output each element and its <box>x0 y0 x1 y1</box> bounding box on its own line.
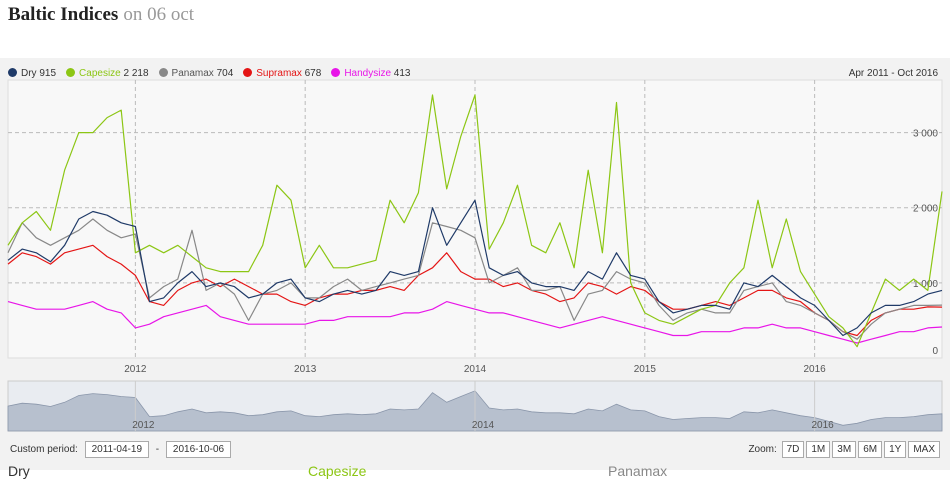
legend-item-handysize[interactable]: Handysize 413 <box>331 68 410 79</box>
navigator-label: 2014 <box>472 420 495 431</box>
zoom-button-3m[interactable]: 3M <box>832 441 857 458</box>
zoom-button-7d[interactable]: 7D <box>781 441 805 458</box>
navigator-label: 2012 <box>132 420 155 431</box>
date-separator: - <box>155 444 160 455</box>
x-tick-label: 2016 <box>804 364 827 375</box>
legend-dot-icon <box>66 68 76 77</box>
series-line-capesize <box>7 94 943 348</box>
legend-name: Handysize <box>344 68 392 79</box>
chart-legend: Dry 915 Capesize 2 218 Panamax 704 Supramax… <box>8 68 420 79</box>
title-subtitle: on 06 oct <box>123 4 195 25</box>
legend-name: Supramax <box>256 68 302 79</box>
plot-area <box>7 79 943 359</box>
legend-item-supramax[interactable]: Supramax 678 <box>243 68 321 79</box>
date-from-input[interactable]: 2011-04-19 <box>84 441 150 458</box>
legend-name: Panamax <box>171 68 214 79</box>
legend-name: Capesize <box>79 68 121 79</box>
legend-dot-icon <box>158 68 168 77</box>
zoom-controls: Zoom: 7D 1M 3M 6M 1Y MAX <box>748 441 940 458</box>
legend-name: Dry <box>21 68 37 79</box>
x-tick-label: 2014 <box>464 364 487 375</box>
page-title: Baltic Indices on 06 oct <box>8 4 194 26</box>
series-line-panamax <box>7 218 943 340</box>
bottom-label-panamax: Panamax <box>608 463 668 479</box>
series-line-handysize <box>7 301 943 344</box>
legend-item-capesize[interactable]: Capesize 2 218 <box>66 68 149 79</box>
y-tick-label: 0 <box>932 346 938 357</box>
legend-value: 2 218 <box>120 68 149 79</box>
y-tick-label: 1 000 <box>913 279 938 290</box>
navigator-label: 2016 <box>812 420 835 431</box>
series-line-supramax <box>7 244 943 337</box>
custom-period-controls: Custom period: 2011-04-19 - 2016-10-06 <box>10 441 235 458</box>
zoom-button-6m[interactable]: 6M <box>858 441 883 458</box>
date-range-label: Apr 2011 - Oct 2016 <box>848 68 938 79</box>
x-tick-label: 2013 <box>294 364 317 375</box>
series-line-dry <box>7 199 943 337</box>
legend-value: 704 <box>213 68 234 79</box>
legend-item-dry[interactable]: Dry 915 <box>8 68 56 79</box>
bottom-label-dry: Dry <box>8 463 30 479</box>
bottom-label-capesize: Capesize <box>308 463 367 479</box>
x-tick-label: 2012 <box>124 364 147 375</box>
y-tick-label: 3 000 <box>913 129 938 140</box>
zoom-button-1y[interactable]: 1Y <box>884 441 907 458</box>
legend-item-panamax[interactable]: Panamax 704 <box>158 68 234 79</box>
date-to-input[interactable]: 2016-10-06 <box>165 441 232 458</box>
legend-value: 413 <box>391 68 411 79</box>
custom-period-label: Custom period: <box>10 444 78 455</box>
zoom-button-max[interactable]: MAX <box>908 441 940 458</box>
legend-dot-icon <box>243 68 253 77</box>
legend-value: 915 <box>36 68 57 79</box>
title-main: Baltic Indices <box>8 4 119 25</box>
zoom-button-1m[interactable]: 1M <box>806 441 831 458</box>
x-tick-label: 2015 <box>634 364 657 375</box>
legend-dot-icon <box>331 68 341 77</box>
y-tick-label: 2 000 <box>913 204 938 215</box>
zoom-label: Zoom: <box>748 444 777 455</box>
legend-dot-icon <box>8 68 17 77</box>
legend-value: 678 <box>301 68 322 79</box>
